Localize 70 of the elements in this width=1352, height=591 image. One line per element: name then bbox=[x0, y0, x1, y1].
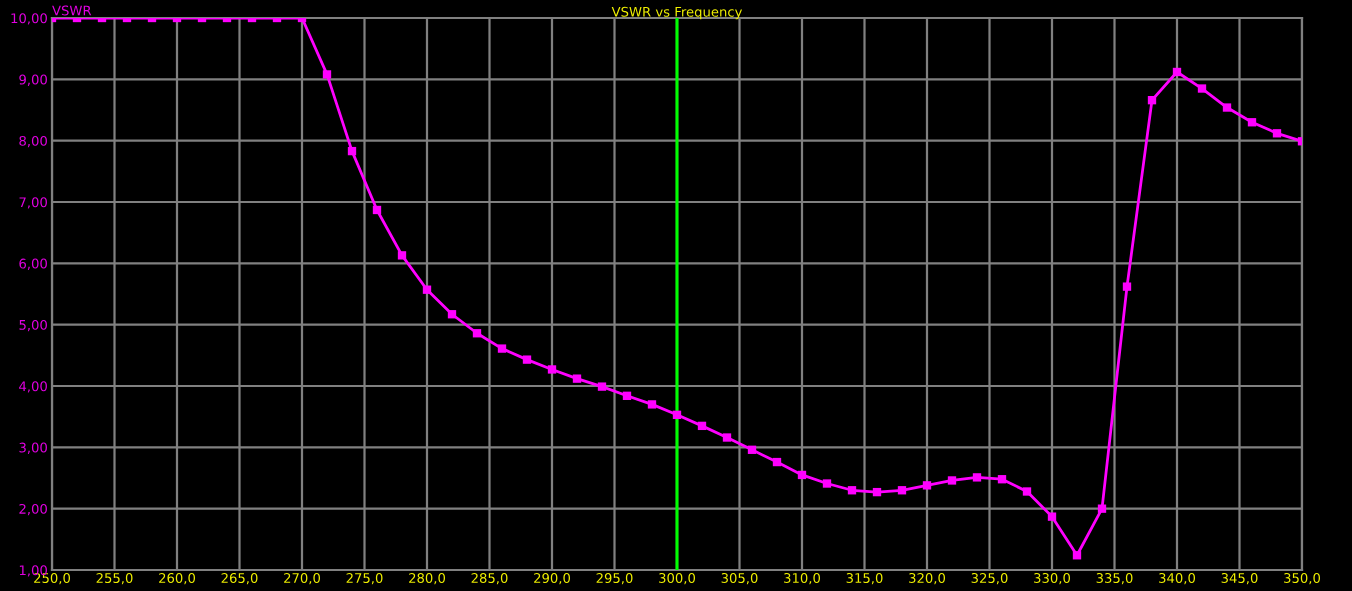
point bbox=[672, 410, 682, 419]
point bbox=[697, 421, 707, 431]
point bbox=[1047, 512, 1057, 521]
point bbox=[547, 365, 557, 374]
point bbox=[822, 479, 832, 488]
x-tick-label: 350,0 bbox=[1284, 573, 1321, 585]
point bbox=[397, 251, 407, 260]
x-tick-label: 265,0 bbox=[221, 573, 258, 585]
x-tick-label: 305,0 bbox=[721, 573, 758, 585]
point bbox=[847, 486, 857, 495]
point bbox=[572, 374, 582, 383]
y-axis-title: VSWR bbox=[52, 5, 92, 16]
point bbox=[347, 146, 357, 156]
x-tick-label: 255,0 bbox=[96, 573, 133, 585]
point bbox=[497, 344, 507, 353]
x-tick-label: 270,0 bbox=[284, 573, 321, 585]
x-tick-label: 340,0 bbox=[1159, 573, 1196, 585]
x-tick-label: 345,0 bbox=[1221, 573, 1258, 585]
point bbox=[1072, 551, 1082, 560]
y-tick-label: 5,00 bbox=[19, 319, 47, 332]
point bbox=[597, 382, 607, 391]
y-tick-label: 10,00 bbox=[11, 13, 47, 25]
x-tick-label: 295,0 bbox=[596, 573, 633, 585]
y-tick-label: 4,00 bbox=[19, 381, 47, 393]
x-tick-label: 280,0 bbox=[409, 573, 446, 585]
point bbox=[422, 285, 432, 294]
point bbox=[1147, 96, 1157, 105]
point bbox=[1272, 129, 1282, 138]
x-tick-label: 330,0 bbox=[1034, 573, 1071, 585]
x-tick-label: 285,0 bbox=[471, 573, 508, 585]
x-tick-label: 325,0 bbox=[971, 573, 1008, 585]
point bbox=[447, 310, 457, 319]
point bbox=[1022, 487, 1032, 496]
point bbox=[322, 70, 332, 79]
point bbox=[897, 486, 907, 495]
x-tick-label: 335,0 bbox=[1096, 573, 1133, 585]
point bbox=[872, 487, 882, 497]
x-tick-label: 310,0 bbox=[784, 573, 821, 585]
x-tick-label: 275,0 bbox=[346, 573, 383, 585]
point bbox=[1222, 103, 1232, 112]
point bbox=[647, 400, 657, 409]
point bbox=[1172, 67, 1182, 77]
point bbox=[972, 473, 982, 482]
y-tick-label: 6,00 bbox=[19, 258, 47, 270]
y-tick-label: 9,00 bbox=[19, 74, 47, 86]
y-tick-label: 7,00 bbox=[19, 197, 47, 209]
point bbox=[1097, 504, 1107, 513]
y-tick-label: 8,00 bbox=[19, 135, 47, 148]
x-tick-label: 300,0 bbox=[659, 573, 696, 585]
point bbox=[1122, 282, 1132, 291]
point bbox=[747, 445, 757, 454]
point bbox=[472, 329, 482, 338]
point bbox=[797, 470, 807, 480]
x-tick-label: 290,0 bbox=[534, 573, 571, 585]
chart-title: VSWR vs Frequency bbox=[611, 6, 743, 20]
point bbox=[722, 433, 732, 442]
point bbox=[1197, 84, 1207, 93]
point bbox=[922, 481, 932, 490]
x-tick-label: 260,0 bbox=[159, 573, 196, 585]
point bbox=[522, 355, 532, 364]
y-tick-label: 2,00 bbox=[19, 503, 47, 516]
x-tick-label: 315,0 bbox=[846, 573, 883, 585]
point bbox=[997, 475, 1007, 484]
point bbox=[772, 457, 782, 467]
point bbox=[947, 476, 957, 485]
point bbox=[372, 205, 382, 215]
y-tick-label: 3,00 bbox=[19, 442, 47, 454]
point bbox=[1247, 118, 1257, 127]
x-tick-label: 320,0 bbox=[909, 573, 946, 585]
point bbox=[622, 391, 632, 400]
